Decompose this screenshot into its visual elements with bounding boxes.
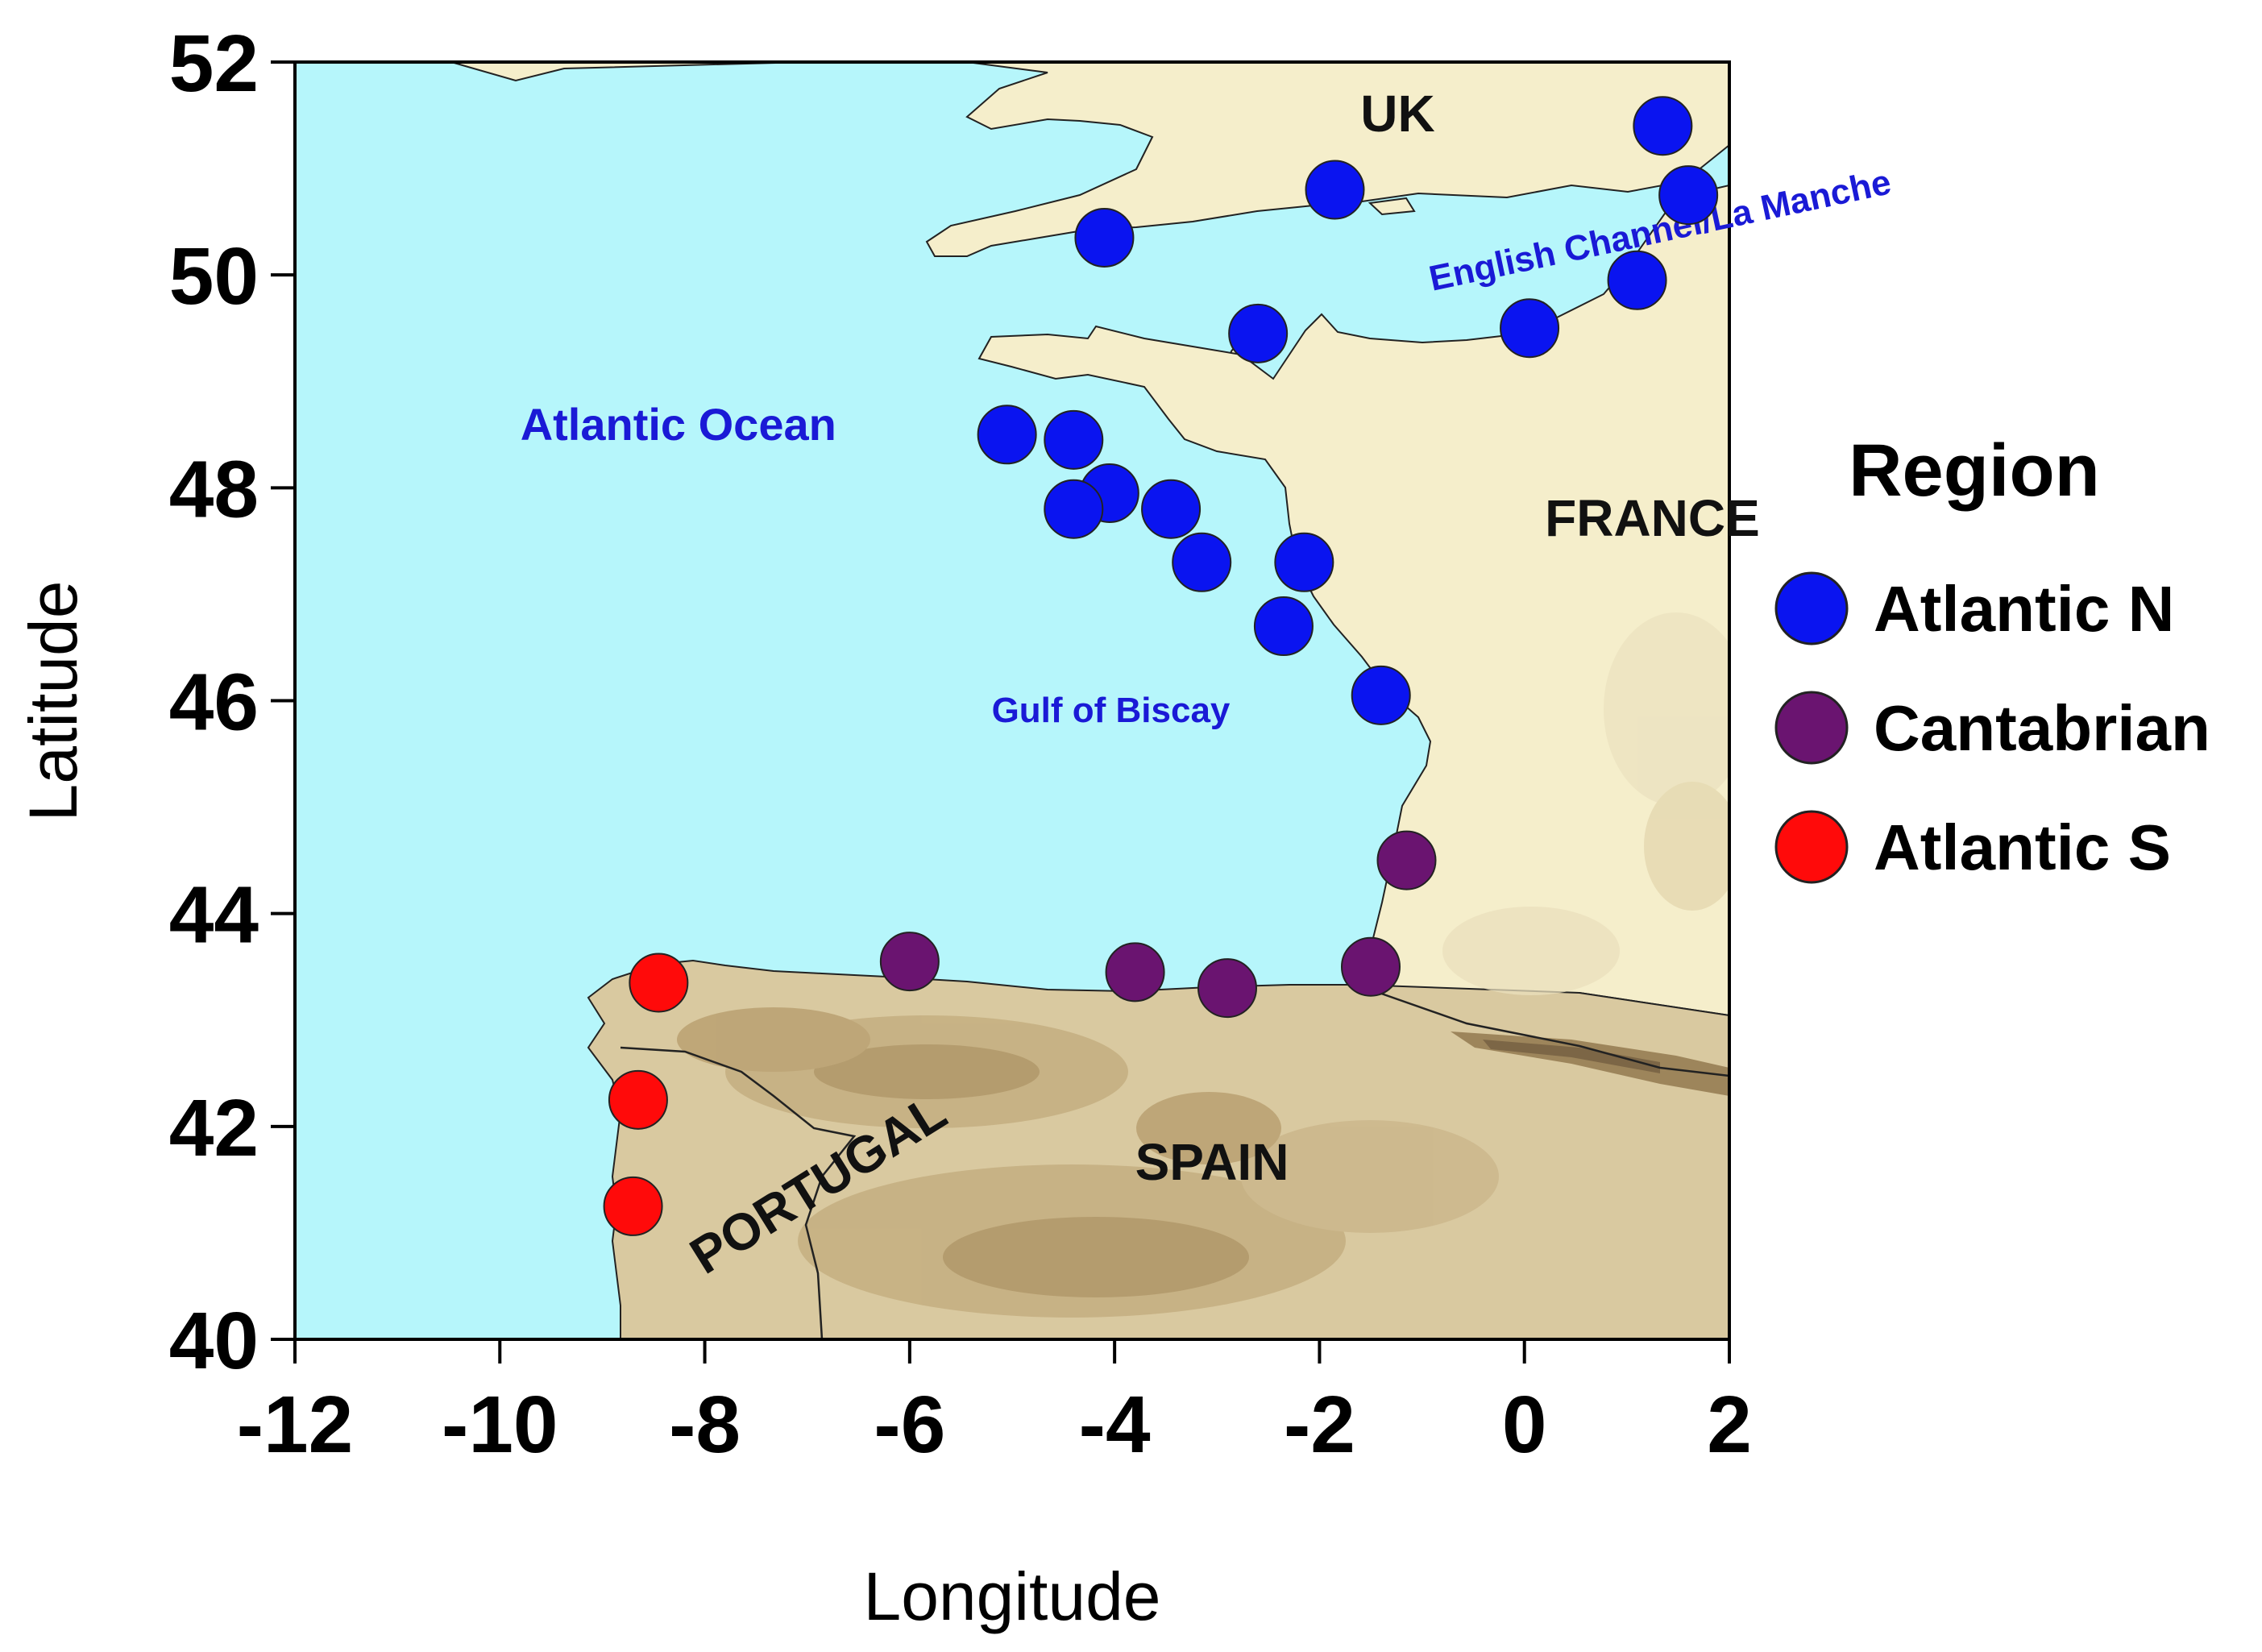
x-axis: -12 -10 -8 -6 -4 -2 0 2	[237, 1339, 1752, 1470]
data-point	[1658, 165, 1719, 226]
data-point	[1253, 596, 1314, 657]
legend-marker	[1774, 810, 1849, 884]
map-label: Gulf of Biscay	[992, 691, 1231, 730]
data-point	[1500, 298, 1560, 359]
data-point	[1274, 532, 1334, 592]
y-tick-label: 42	[169, 1083, 259, 1173]
y-tick-label: 44	[169, 870, 259, 961]
data-point	[1074, 207, 1135, 268]
x-tick-label: 0	[1502, 1380, 1547, 1470]
land-isle-of-wight	[1368, 197, 1416, 216]
data-point	[603, 1176, 663, 1236]
data-points	[603, 96, 1719, 1236]
legend-marker	[1774, 691, 1849, 765]
data-point	[1341, 936, 1401, 997]
data-point	[1105, 942, 1165, 1002]
x-tick-label: -12	[237, 1380, 354, 1470]
data-point	[1607, 250, 1667, 310]
data-point	[1376, 830, 1437, 890]
data-point	[1044, 479, 1104, 539]
x-tick-label: 2	[1707, 1380, 1752, 1470]
plot-area	[295, 62, 1729, 1339]
data-point	[629, 953, 689, 1013]
legend: Region Atlantic N Cantabrian Atlantic S	[1774, 430, 2210, 884]
data-point	[1172, 532, 1232, 592]
data-point	[977, 405, 1037, 465]
land-france	[977, 184, 1729, 1017]
border-portugal-spain	[620, 1046, 857, 1339]
y-axis-title: Latitude	[15, 581, 91, 822]
legend-title: Region	[1849, 430, 2100, 512]
y-tick-label: 40	[169, 1296, 259, 1386]
map-label: Atlantic Ocean	[521, 399, 836, 450]
iberia-relief	[677, 612, 1729, 1318]
legend-marker	[1774, 571, 1849, 645]
data-point	[1633, 96, 1693, 156]
legend-label: Atlantic N	[1874, 573, 2174, 645]
y-tick-label: 50	[169, 231, 259, 322]
map-label: FRANCE	[1545, 489, 1760, 547]
legend-label: Atlantic S	[1874, 811, 2171, 883]
y-axis: 40 42 44 46 48 50 52	[169, 19, 295, 1386]
data-point	[879, 932, 940, 992]
x-tick-label: -4	[1079, 1380, 1151, 1470]
y-tick-label: 46	[169, 658, 259, 748]
map-label: SPAIN	[1135, 1133, 1289, 1191]
x-axis-title: Longitude	[863, 1559, 1160, 1634]
data-point	[1044, 409, 1104, 470]
x-tick-label: -8	[669, 1380, 741, 1470]
data-point	[1141, 479, 1202, 539]
border-spain-france	[1369, 988, 1729, 1077]
x-tick-label: -2	[1284, 1380, 1355, 1470]
x-tick-label: -10	[442, 1380, 558, 1470]
legend-label: Cantabrian	[1874, 692, 2210, 764]
data-point	[608, 1069, 668, 1130]
data-point	[1228, 303, 1289, 363]
y-tick-label: 52	[169, 19, 259, 109]
data-point	[1351, 665, 1411, 725]
x-tick-label: -6	[874, 1380, 945, 1470]
data-point	[1305, 160, 1365, 220]
y-tick-label: 48	[169, 444, 259, 534]
data-point	[1197, 958, 1257, 1019]
map-label: UK	[1360, 85, 1434, 143]
